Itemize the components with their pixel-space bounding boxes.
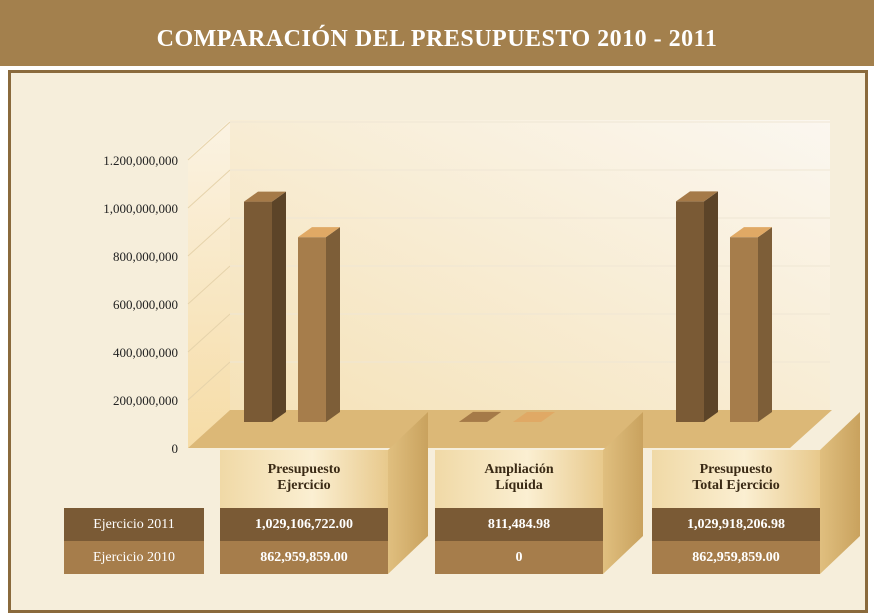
y-tick-label: 0 [172,441,179,456]
category-label: Presupuesto Total Ejercicio [652,450,820,508]
grid-line [187,265,231,305]
bar-top [730,227,772,238]
column-side [820,412,860,574]
value-label: 0 [435,541,603,574]
y-tick-label: 200,000,000 [113,393,178,408]
floor [188,410,832,448]
bar [244,201,272,422]
bar-top [298,227,340,238]
bar-top [244,191,286,202]
bar-side [704,191,718,422]
value-label: 1,029,918,206.98 [652,508,820,541]
bar-top [459,411,501,422]
y-tick-label: 1.200,000,000 [103,153,178,168]
value-label: 862,959,859.00 [652,541,820,574]
y-tick-label: 400,000,000 [113,345,178,360]
bar-side [487,411,501,422]
grid-line [187,169,231,209]
bar-top [676,191,718,202]
value-label: 1,029,106,722.00 [220,508,388,541]
grid-line [187,361,231,401]
left-wall [188,120,230,448]
column-side [603,412,643,574]
title-bar: COMPARACIÓN DEL PRESUPUESTO 2010 - 2011 [0,0,874,66]
y-tick-label: 800,000,000 [113,249,178,264]
bar [298,237,326,422]
bar-side [326,227,340,422]
bar-side [272,191,286,422]
bar-top [513,412,555,422]
legend-label: Ejercicio 2011 [64,508,204,541]
grid-line [187,313,231,353]
grid-line [187,121,231,161]
category-label: Presupuesto Ejercicio [220,450,388,508]
bar-side [758,227,772,422]
category-label: Ampliación Líquida [435,450,603,508]
value-label: 811,484.98 [435,508,603,541]
legend-label: Ejercicio 2010 [64,541,204,574]
bar [676,201,704,422]
grid-line [187,217,231,257]
value-label: 862,959,859.00 [220,541,388,574]
y-tick-label: 600,000,000 [113,297,178,312]
bar [730,237,758,422]
column-side [388,412,428,574]
y-tick-label: 1,000,000,000 [103,201,178,216]
